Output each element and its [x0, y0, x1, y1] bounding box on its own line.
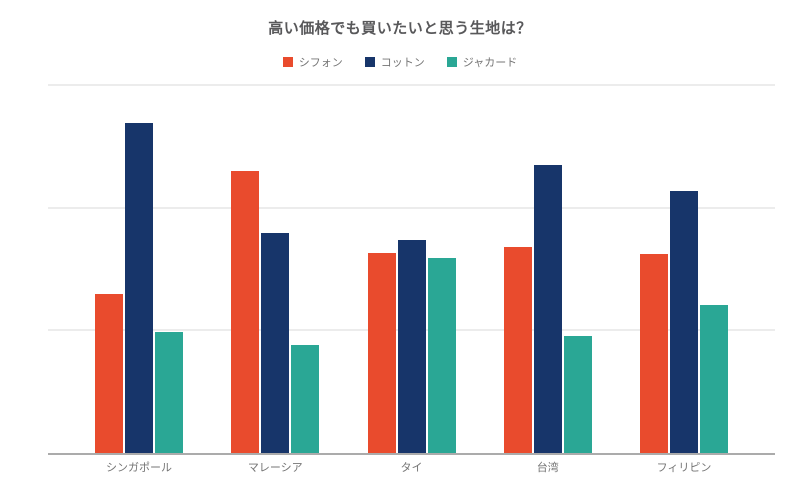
- legend-swatch-cotton: [364, 57, 375, 67]
- bar-jacquard[interactable]: [700, 304, 728, 453]
- bar-jacquard[interactable]: [427, 257, 456, 453]
- legend-swatch-jacquard: [446, 57, 457, 67]
- bar-jacquard[interactable]: [563, 336, 592, 453]
- gridline: [48, 84, 775, 86]
- x-axis-label: シンガポール: [106, 462, 172, 474]
- bar-cotton[interactable]: [533, 164, 562, 453]
- x-axis-label: マレーシア: [247, 462, 303, 474]
- bar-group: [95, 85, 183, 453]
- legend-swatch-chiffon: [282, 57, 293, 67]
- bar-group: [367, 85, 456, 453]
- bar-cotton[interactable]: [261, 233, 290, 453]
- chart-title: 高い価格でも買いたいと思う生地は？: [268, 20, 532, 37]
- gridline: [48, 206, 775, 209]
- bars-area: [48, 85, 775, 453]
- bar-chiffon[interactable]: [503, 246, 532, 453]
- x-axis-label: 台湾: [536, 462, 559, 474]
- bar-jacquard[interactable]: [291, 345, 320, 453]
- x-axis-label: タイ: [400, 462, 423, 474]
- legend-item-chiffon[interactable]: シフォン: [282, 54, 343, 70]
- legend-item-cotton[interactable]: コットン: [364, 54, 425, 70]
- bar-chiffon[interactable]: [231, 170, 260, 453]
- legend-item-jacquard[interactable]: ジャカード: [446, 54, 518, 70]
- bar-group: [503, 85, 592, 453]
- legend: シフォン コットン ジャカード: [0, 54, 800, 70]
- x-axis-label: フィリピン: [656, 462, 712, 474]
- bar-cotton[interactable]: [125, 123, 153, 453]
- bar-chiffon[interactable]: [95, 293, 123, 453]
- plot-area: [48, 84, 775, 455]
- legend-label: コットン: [380, 57, 425, 69]
- legend-label: シフォン: [298, 57, 343, 69]
- bar-jacquard[interactable]: [155, 331, 183, 453]
- x-axis-labels: シンガポール マレーシア タイ 台湾 フィリピン: [48, 459, 775, 475]
- bar-cotton[interactable]: [670, 190, 698, 453]
- bar-group: [640, 85, 728, 453]
- bar-group: [231, 85, 320, 453]
- bar-chiffon[interactable]: [367, 253, 396, 453]
- legend-label: ジャカード: [462, 57, 518, 69]
- bar-chiffon[interactable]: [640, 254, 668, 453]
- bar-cotton[interactable]: [397, 239, 426, 453]
